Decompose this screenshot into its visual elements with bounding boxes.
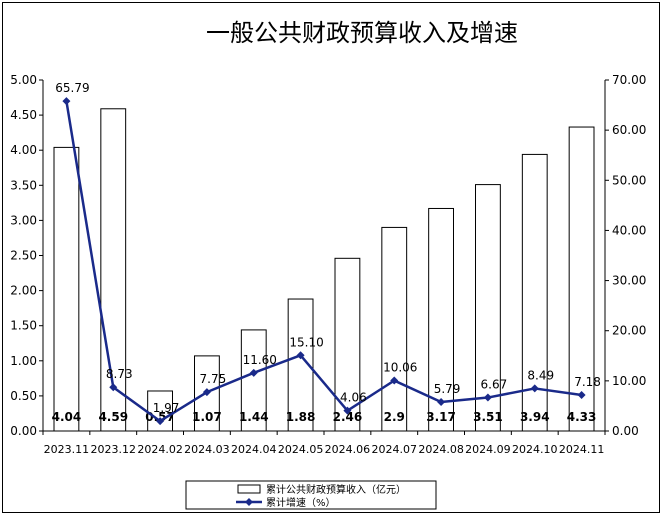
legend-line-marker (245, 498, 253, 506)
line-value-label: 15.10 (289, 335, 323, 349)
legend-box (185, 480, 437, 510)
legend-bar-label: 累计公共财政预算收入（亿元） (266, 483, 406, 496)
y-left-tick-label: 3.50 (10, 178, 37, 192)
bar-value-label: 4.04 (52, 410, 82, 424)
y-left-tick-label: 2.00 (10, 284, 37, 298)
bar-value-label: 2.46 (333, 410, 363, 424)
y-left-tick-label: 1.50 (10, 319, 37, 333)
line-point (343, 406, 352, 415)
y-left-tick-label: 4.00 (10, 143, 37, 157)
line-point (62, 97, 71, 106)
line-point (202, 388, 211, 397)
y-right-tick-label: 30.00 (612, 274, 646, 288)
line-point (390, 376, 399, 385)
bar (147, 390, 173, 432)
bar (100, 108, 127, 432)
bar (53, 146, 80, 432)
line-value-label: 11.60 (243, 353, 277, 367)
line-point (437, 397, 446, 406)
y-right-tick-label: 20.00 (612, 324, 646, 338)
bar-value-label: 3.51 (473, 410, 503, 424)
line-point (156, 417, 165, 426)
chart-title: 一般公共财政预算收入及增速 (206, 19, 518, 47)
bar-value-label: 1.88 (286, 410, 316, 424)
line-value-label: 7.18 (574, 375, 601, 389)
y-right-tick-label: 10.00 (612, 374, 646, 388)
y-left-tick-label: 4.50 (10, 108, 37, 122)
line-value-label: 8.73 (106, 367, 133, 381)
x-tick-label: 2024.09 (465, 443, 511, 456)
y-left-tick-label: 0.00 (10, 424, 37, 438)
line-value-label: 7.75 (200, 372, 227, 386)
bar (428, 207, 454, 432)
bar-value-label: 0.57 (145, 410, 175, 424)
y-left-tick-label: 3.00 (10, 213, 37, 227)
bar (381, 226, 408, 432)
y-right-tick-label: 0.00 (612, 424, 639, 438)
line-value-label: 8.49 (527, 368, 554, 382)
plot-area: 0.00 0.50 1.00 1.50 2.00 2.50 3.00 3.50 4.00 4.50… (10, 73, 646, 456)
y-left-tick-label: 2.50 (10, 249, 37, 263)
bar-value-label: 1.44 (239, 410, 269, 424)
x-tick-label: 2024.03 (184, 443, 230, 456)
line-point (530, 384, 539, 393)
y-left-tick-label: 1.00 (10, 354, 37, 368)
x-tick-label: 2024.11 (559, 443, 605, 456)
bar-value-label: 3.17 (426, 410, 456, 424)
line-value-label: 65.79 (55, 81, 89, 95)
bar (568, 126, 595, 432)
x-tick-label: 2024.08 (418, 443, 464, 456)
y-right-tick-label: 50.00 (612, 173, 646, 187)
y-left-tick-label: 5.00 (10, 73, 37, 87)
x-tick-label: 2024.06 (325, 443, 371, 456)
bar-value-label: 3.94 (520, 410, 550, 424)
line-value-label: 1.97 (153, 401, 180, 415)
legend-line-label: 累计增速（%） (266, 496, 336, 509)
bar (240, 329, 267, 432)
bar-value-label: 4.59 (98, 410, 128, 424)
y-right-tick-label: 60.00 (612, 123, 646, 137)
bar-value-label: 2.9 (384, 410, 405, 424)
bar-value-label: 4.33 (567, 410, 597, 424)
bar (475, 184, 501, 432)
x-tick-label: 2024.04 (231, 443, 277, 456)
chart-frame (2, 2, 660, 513)
line-value-label: 5.79 (434, 382, 461, 396)
line-value-label: 10.06 (383, 361, 417, 375)
line-point (577, 390, 586, 399)
line-point (483, 393, 492, 402)
legend: 累计公共财政预算收入（亿元） 累计增速（%） (185, 480, 437, 510)
growth-line (65, 100, 582, 423)
line-point (109, 383, 118, 392)
y-right-tick-label: 70.00 (612, 73, 646, 87)
x-tick-label: 2023.11 (44, 443, 90, 456)
line-point (296, 351, 305, 360)
legend-bar-swatch (237, 484, 261, 494)
line-value-label: 6.67 (481, 378, 508, 392)
y-left-tick-label: 0.50 (10, 389, 37, 403)
x-tick-label: 2023.12 (91, 443, 137, 456)
x-tick-label: 2024.07 (372, 443, 418, 456)
line-point (249, 368, 258, 377)
x-tick-label: 2024.02 (137, 443, 183, 456)
x-tick-label: 2024.10 (512, 443, 558, 456)
line-value-label: 4.06 (340, 391, 367, 405)
y-right-tick-label: 40.00 (612, 223, 646, 237)
bar-value-label: 1.07 (192, 410, 222, 424)
x-tick-label: 2024.05 (278, 443, 324, 456)
